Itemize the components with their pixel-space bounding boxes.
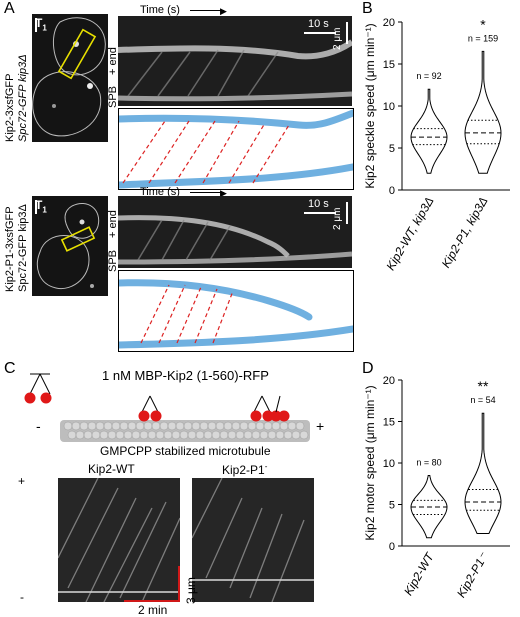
kymo-right-title-text: Kip2-P1 [222, 463, 265, 477]
cell-label-line1: Kip2-P1-3xsfGFP [4, 206, 16, 292]
time-axis-label: Time (s) [140, 186, 180, 198]
length-scale-bar [346, 202, 348, 224]
violin-chart-d: 0 5 10 15 20 Kip2 motor speed (μm min⁻¹) n = 8… [363, 375, 510, 600]
y-tick-label: 20 [383, 17, 395, 29]
kymo-right-title: Kip2-P1- [222, 462, 267, 477]
time-point-label: T1 [35, 16, 47, 33]
time-scale-bar [124, 600, 180, 602]
y-tick-label: 15 [383, 417, 395, 429]
y-tick-label: 10 [383, 458, 395, 470]
y-tick-label: 0 [389, 185, 395, 197]
assay-drawing [24, 373, 310, 442]
panel-a-top-cell-label: Kip2-3xsfGFP [4, 74, 16, 142]
significance-marker: * [480, 16, 486, 32]
category-label: Kip2-P1⁻ [454, 549, 491, 600]
time-scale-bar [304, 32, 336, 34]
n-label: n = 92 [416, 71, 441, 81]
violin-body [410, 88, 448, 174]
category-label: Kip2-WT [401, 549, 437, 598]
y-tick-label: 5 [389, 143, 395, 155]
microtubule-plus-label: + [316, 418, 325, 434]
violin-chart-b: 0 5 10 15 20 Kip2 speckle speed (μm min⁻¹) n =… [363, 16, 510, 273]
violin-body [464, 412, 502, 535]
significance-marker: ** [478, 378, 489, 394]
time-arrow [190, 192, 224, 193]
length-scale-bar [346, 22, 348, 44]
scale-tick [35, 18, 37, 32]
construct-label: 1 nM MBP-Kip2 (1-560)-RFP [102, 368, 269, 383]
y-axis-label: Kip2 motor speed (μm min⁻¹) [363, 385, 377, 540]
microscopy-drawing [32, 14, 108, 142]
y-tick-label: 15 [383, 59, 395, 71]
kymograph-a-top: 10 s 2 μm [118, 16, 352, 106]
cell-label-line1: Kip2-3xsfGFP [4, 73, 16, 142]
microscopy-drawing [32, 196, 108, 296]
time-axis-label: Time (s) [140, 4, 180, 16]
length-scale-bar [178, 566, 180, 602]
schematic-drawing [115, 109, 357, 189]
schematic-drawing [115, 279, 357, 349]
y-tick-label: 0 [389, 541, 395, 553]
kymo-plus-label: + [18, 474, 26, 488]
time-arrowhead: ▶ [220, 6, 227, 16]
y-tick-label: 10 [383, 101, 395, 113]
time-point-label: T1 [35, 198, 47, 215]
kymograph-schematic-a-bottom [115, 270, 357, 352]
panel-letter-c: C [4, 360, 16, 377]
panel-a-bottom-cell-label-2: Spc72-GFP kip3Δ [17, 204, 29, 292]
category-label: Kip2-WT, kip3Δ [383, 195, 436, 273]
kymo-right-title-sup: - [264, 462, 268, 471]
panel-a-top-cell-label-2: Spc72-GFP kip3Δ [17, 54, 29, 142]
panel-a-bottom-cell-label: Kip2-P1-3xsfGFP [4, 206, 16, 292]
time-arrowhead: ▶ [220, 188, 227, 198]
assay-schematic: 1 nM MBP-Kip2 (1-560)-RFP - + GMPCPP sta… [10, 364, 350, 460]
microtubule-label: GMPCPP stabilized microtubule [100, 444, 271, 458]
time-arrow [190, 10, 224, 11]
kymo-minus-label: - [20, 590, 24, 604]
kymograph-c-p1 [192, 478, 314, 602]
violin-body [464, 50, 502, 174]
time-scale-label: 10 s [308, 18, 329, 30]
cell-label-line2: Spc72-GFP kip3Δ [17, 204, 29, 292]
category-label: Kip2-P1, kip3Δ [439, 195, 491, 271]
scale-tick [35, 200, 37, 214]
time-scale-bar [304, 212, 336, 214]
panel-letter-b: B [362, 0, 373, 17]
n-label: n = 54 [470, 395, 495, 405]
kymograph-drawing [58, 478, 180, 602]
kymograph-c-wt [58, 478, 180, 602]
n-label: n = 159 [468, 33, 498, 43]
kymo-left-title: Kip2-WT [88, 462, 135, 476]
panel-letter-d: D [362, 360, 374, 377]
y-tick-label: 5 [389, 500, 395, 512]
kymograph-schematic-a-top [115, 108, 357, 190]
microscopy-image-a-bottom: T1 [32, 196, 108, 296]
cell-label-line2: Spc72-GFP kip3Δ [17, 54, 29, 142]
y-tick-label: 20 [383, 375, 395, 387]
length-scale-label: 2 μm [332, 27, 343, 50]
microtubule-minus-label: - [36, 418, 41, 434]
microscopy-image-a-top: T1 [32, 14, 108, 142]
length-scale-label: 2 μm [332, 207, 343, 230]
n-label: n = 80 [416, 457, 441, 467]
kymograph-a-bottom: 10 s 2 μm [118, 196, 352, 268]
y-axis-label: Kip2 speckle speed (μm min⁻¹) [363, 23, 377, 188]
time-scale-label: 2 min [138, 603, 168, 617]
kymograph-drawing [192, 478, 314, 602]
kymograph-drawing [118, 196, 352, 268]
time-scale-label: 10 s [308, 198, 329, 210]
panel-letter-a: A [4, 0, 15, 17]
length-scale-label: 3 μm [184, 577, 198, 604]
kymograph-drawing [118, 16, 352, 106]
